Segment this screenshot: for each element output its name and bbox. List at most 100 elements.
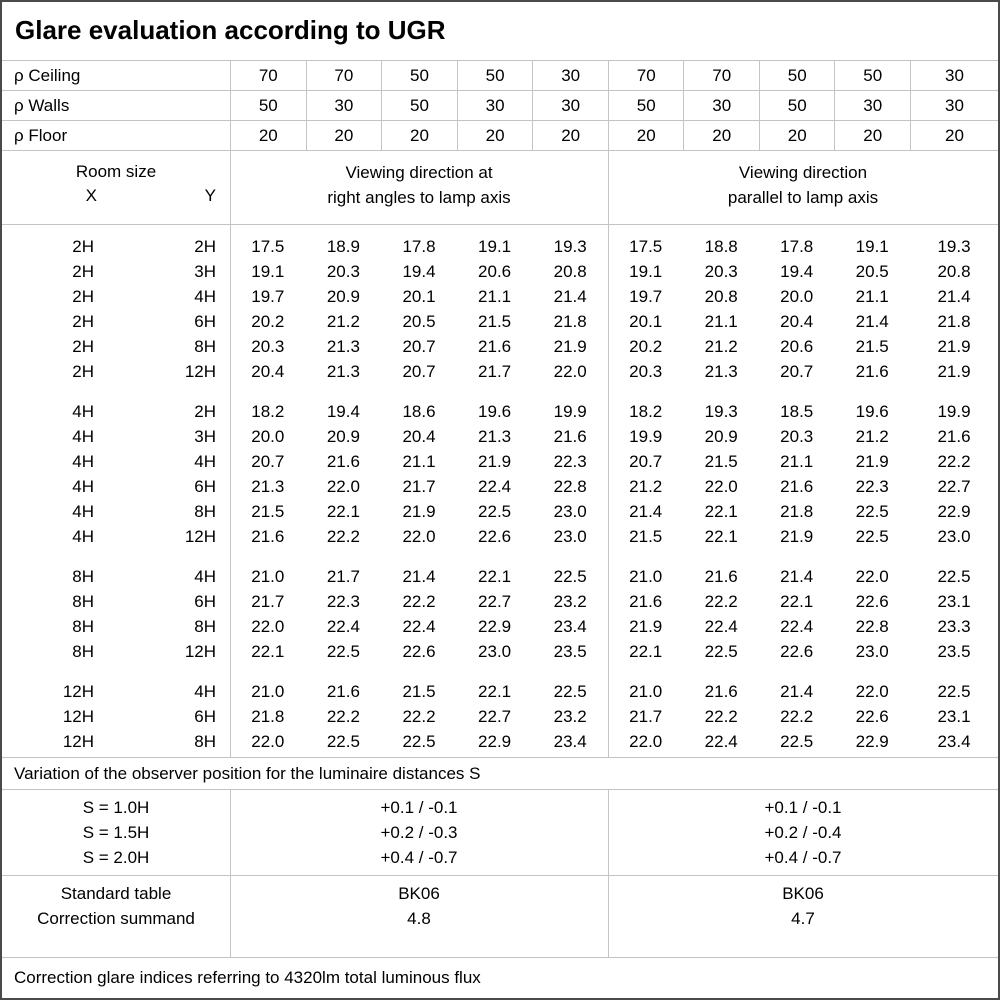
ugr-value: 23.2 [553,707,587,726]
ugr-value: 21.6 [326,682,360,701]
ugr-value: 23.1 [937,707,971,726]
ugr-value: 23.0 [553,527,587,546]
s-correction-right: +0.1 / -0.1 [764,798,842,817]
room-y-value: 6H [194,707,216,726]
ugr-value: 22.9 [937,502,971,521]
room-y-value: 12H [184,527,216,546]
xy-header-row: X Y [2,184,230,208]
ugr-value: 22.4 [704,732,738,751]
ugr-value: 21.0 [629,682,663,701]
ugr-value: 23.3 [937,617,971,636]
reflectance-value: 70 [683,61,759,90]
ugr-value: 21.9 [478,452,512,471]
s-distance-row: S = 1.5H +0.2 / -0.3 +0.2 / -0.4 [2,820,998,845]
ugr-block: 4H 2H 18.2 19.4 18.6 19.6 19.9 18.2 19.3 18.5 19.6… [2,399,998,549]
ugr-value: 22.5 [478,502,512,521]
ugr-value: 19.7 [251,287,285,306]
ugr-value: 23.0 [478,642,512,661]
column-divider [608,790,609,875]
s-correction-right: +0.2 / -0.4 [764,823,842,842]
ugr-value: 21.6 [251,527,285,546]
ugr-value: 23.4 [553,732,587,751]
ugr-value: 20.9 [326,287,360,306]
ugr-value: 23.4 [553,617,587,636]
reflectance-value: 20 [683,121,759,150]
ugr-value: 21.9 [629,617,663,636]
ugr-row: 12H 4H 21.0 21.6 21.5 22.1 22.5 21.0 21.6 21.4 22.… [2,679,998,704]
s-correction-left: +0.2 / -0.3 [380,823,458,842]
ugr-value: 21.1 [402,452,436,471]
ugr-value: 20.5 [402,312,436,331]
room-y-value: 4H [194,682,216,701]
ugr-value: 22.3 [326,592,360,611]
ugr-value: 23.0 [855,642,889,661]
reflectance-value: 20 [230,121,306,150]
reflectance-label: ρ Floor [14,126,68,145]
reflectance-value: 50 [381,61,457,90]
ugr-value: 22.3 [855,477,889,496]
reflectance-value: 70 [305,61,382,90]
column-divider [608,876,609,957]
reflectance-row: ρ Floor 20 20 20 20 20 20 20 20 20 20 [2,120,998,150]
room-x-value: 4H [72,427,94,446]
ugr-value: 22.1 [629,642,663,661]
ugr-value: 22.5 [937,682,971,701]
room-y-value: 3H [194,262,216,281]
ugr-value: 21.0 [629,567,663,586]
column-divider [230,225,231,757]
reflectance-value: 50 [758,91,835,120]
ugr-value: 21.4 [937,287,971,306]
ugr-row: 4H 4H 20.7 21.6 21.1 21.9 22.3 20.7 21.5 21.1 21.9… [2,449,998,474]
ugr-value: 22.0 [855,682,889,701]
column-divider [608,225,609,757]
room-y-value: 2H [194,402,216,421]
column-divider [230,151,231,224]
standard-left-value: 4.8 [407,909,431,928]
column-divider [230,790,231,875]
standard-left-value: BK06 [398,884,440,903]
room-y-value: 8H [194,617,216,636]
ugr-row: 2H 3H 19.1 20.3 19.4 20.6 20.8 19.1 20.3 19.4 20.5… [2,259,998,284]
ugr-value: 21.6 [629,592,663,611]
ugr-value: 19.9 [629,427,663,446]
footer-note: Correction glare indices referring to 43… [2,957,998,998]
ugr-value: 19.6 [478,402,512,421]
s-distance-section: S = 1.0H +0.1 / -0.1 +0.1 / -0.1 S = 1.5H +0… [2,789,998,875]
ugr-value: 21.1 [855,287,889,306]
room-y-value: 3H [194,427,216,446]
ugr-value: 21.6 [704,682,738,701]
ugr-value: 20.7 [402,362,436,381]
s-distance-label: S = 1.0H [82,798,150,817]
room-y-value: 12H [184,362,216,381]
room-y-value: 8H [194,502,216,521]
ugr-value: 19.1 [478,237,512,256]
ugr-rows: 2H 2H 17.5 18.9 17.8 19.1 19.3 17.5 18.8 17.8 19.1… [2,234,998,754]
ugr-value: 21.5 [629,527,663,546]
reflectance-value: 50 [834,61,910,90]
viewing-direction-right-header: Viewing direction parallel to lamp axis [727,163,879,207]
room-y-value: 8H [194,337,216,356]
ugr-value: 22.7 [478,592,512,611]
ugr-value: 20.8 [553,262,587,281]
reflectance-row: ρ Walls 50 30 50 30 30 50 30 50 30 30 [2,90,998,120]
s-distance-row: S = 1.0H +0.1 / -0.1 +0.1 / -0.1 [2,795,998,820]
ugr-value: 19.6 [855,402,889,421]
ugr-value: 22.4 [478,477,512,496]
ugr-value: 20.8 [704,287,738,306]
ugr-value: 22.5 [553,682,587,701]
ugr-value: 22.1 [326,502,360,521]
ugr-value: 22.9 [855,732,889,751]
ugr-value: 19.3 [704,402,738,421]
ugr-value: 20.2 [251,312,285,331]
ugr-value: 21.6 [704,567,738,586]
ugr-value: 21.5 [402,682,436,701]
ugr-value: 23.4 [937,732,971,751]
ugr-value: 22.4 [326,617,360,636]
ugr-value: 20.7 [629,452,663,471]
room-size-header-cell: Room size X Y [2,151,230,224]
column-divider [230,876,231,957]
ugr-value: 22.2 [402,592,436,611]
ugr-value: 22.0 [629,732,663,751]
s-correction-left: +0.4 / -0.7 [380,848,458,867]
ugr-value: 22.2 [704,707,738,726]
